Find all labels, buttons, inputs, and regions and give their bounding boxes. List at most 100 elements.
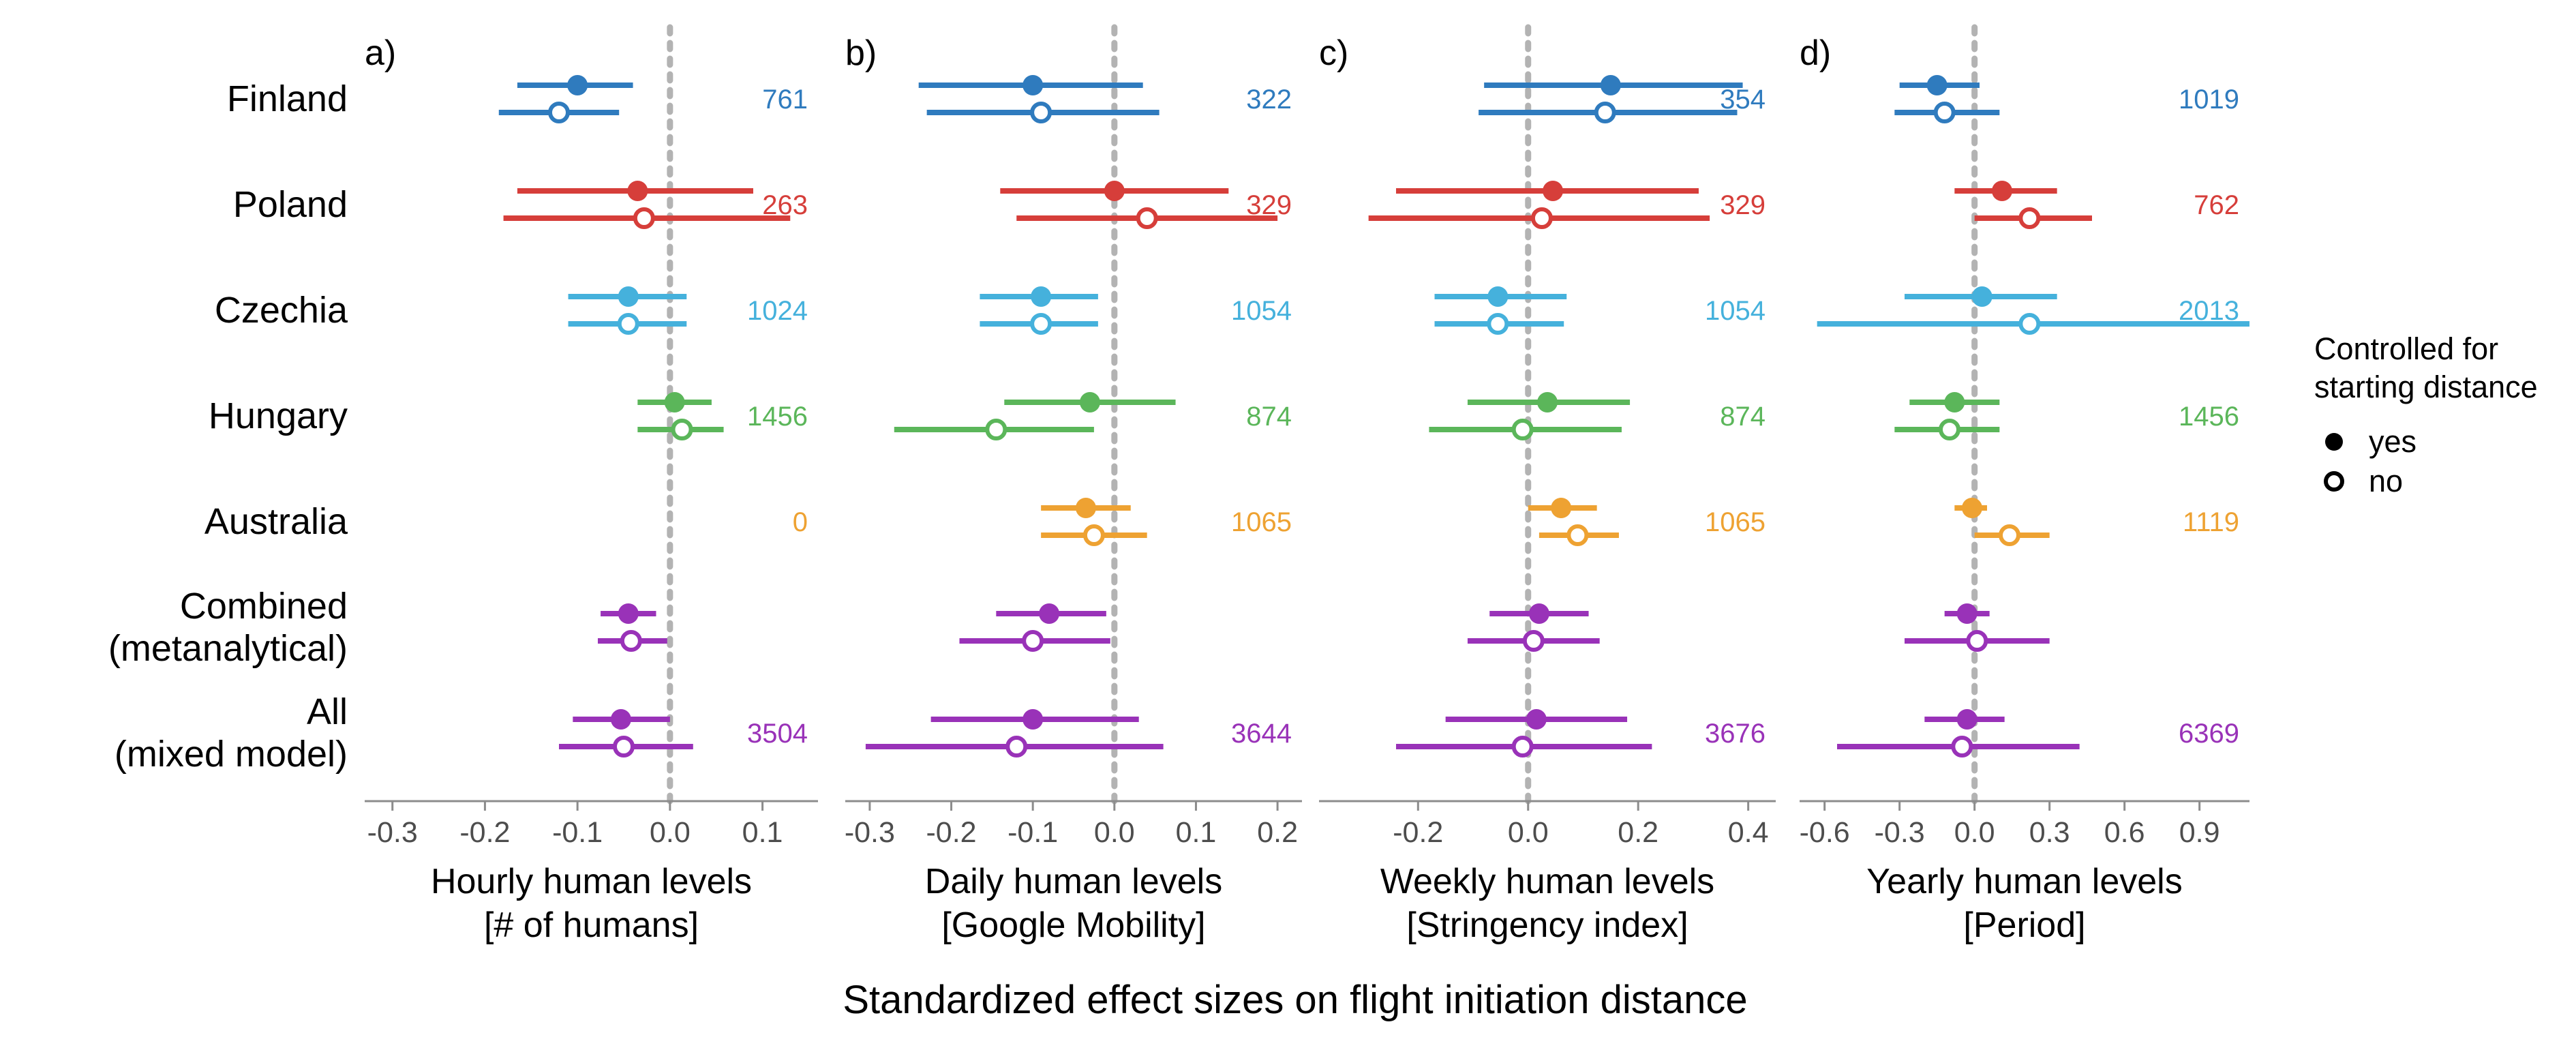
x-axis-label-1-1: [Google Mobility] (941, 905, 1205, 945)
point-0-2-no (617, 313, 639, 335)
x-tick-label-2-1: 0.0 (1508, 816, 1549, 849)
point-3-2-yes (1971, 286, 1992, 307)
point-0-2-yes (618, 286, 639, 307)
row-label-5-0: Combined (180, 586, 348, 627)
point-3-1-yes (1992, 181, 2012, 201)
point-2-2-no (1487, 313, 1509, 335)
point-0-1-no (633, 207, 655, 229)
sample-size-3-3: 1456 (2179, 402, 2239, 432)
panels: a) -0.3 -0.2 -0.1 0.0 0.1 Hourly human levels [… (365, 24, 2249, 945)
point-2-1-yes (1543, 181, 1564, 201)
point-2-0-yes (1600, 75, 1621, 95)
row-label-2-0: Czechia (215, 290, 348, 331)
point-1-4-yes (1075, 498, 1096, 518)
sample-size-0-3: 1456 (747, 402, 808, 432)
point-1-2-no (1030, 313, 1052, 335)
sample-size-2-1: 329 (1720, 190, 1766, 220)
x-tick-label-2-0: -0.2 (1393, 816, 1443, 849)
point-0-5-no (620, 630, 642, 652)
legend-title-line-2: starting distance (2314, 370, 2538, 404)
x-axis-label-3-0: Yearly human levels (1866, 862, 2182, 901)
x-tick-label-1-3: 0.0 (1094, 816, 1135, 849)
row-label-6-0: All (307, 691, 348, 732)
row-label-4-0: Australia (204, 501, 348, 542)
point-0-3-no (671, 419, 693, 440)
point-2-1-no (1530, 207, 1553, 229)
point-1-0-yes (1022, 75, 1044, 95)
sample-size-0-4: 0 (793, 507, 808, 537)
panel-1: b) -0.3 -0.2 -0.1 0.0 0.1 0.2 Daily human level… (845, 24, 1302, 945)
sample-size-3-2: 2013 (2179, 296, 2239, 326)
point-1-1-yes (1104, 181, 1125, 201)
sample-size-3-4: 1119 (2183, 507, 2239, 537)
x-axis-label-2-1: [Stringency index] (1406, 905, 1688, 945)
panel-tag-1: b) (845, 33, 877, 73)
point-1-1-no (1136, 207, 1158, 229)
panel-tag-2: c) (1319, 33, 1348, 73)
point-2-4-no (1566, 524, 1589, 546)
point-2-6-yes (1526, 709, 1547, 730)
point-0-6-no (613, 736, 635, 758)
point-2-3-no (1511, 419, 1534, 440)
sample-size-3-6: 6369 (2179, 719, 2239, 749)
point-0-0-yes (567, 75, 588, 95)
point-1-5-yes (1039, 603, 1060, 624)
x-tick-label-3-1: -0.3 (1875, 816, 1925, 849)
point-1-3-no (985, 419, 1007, 440)
sample-size-0-2: 1024 (747, 296, 808, 326)
point-2-0-no (1594, 102, 1616, 123)
point-2-4-yes (1551, 498, 1572, 518)
point-3-3-yes (1944, 392, 1965, 412)
point-0-6-yes (610, 709, 631, 730)
sample-size-1-3: 874 (1246, 402, 1292, 432)
sample-size-0-6: 3504 (747, 719, 808, 749)
panel-tag-0: a) (365, 33, 396, 73)
point-3-0-no (1933, 102, 1956, 123)
x-tick-label-3-0: -0.6 (1800, 816, 1850, 849)
sample-size-1-4: 1065 (1231, 507, 1292, 537)
row-label-6-1: (mixed model) (115, 734, 348, 775)
point-1-6-yes (1022, 709, 1044, 730)
point-3-4-yes (1962, 498, 1982, 518)
point-2-3-yes (1537, 392, 1558, 412)
panel-tag-3: d) (1800, 33, 1831, 73)
legend: Controlled for starting distance yes no (2314, 331, 2538, 498)
sample-size-2-3: 874 (1720, 402, 1766, 432)
sample-size-2-2: 1054 (1705, 296, 1766, 326)
panel-0: a) -0.3 -0.2 -0.1 0.0 0.1 Hourly human levels [… (365, 24, 818, 945)
row-label-0-0: Finland (227, 78, 348, 119)
x-tick-label-0-1: -0.2 (459, 816, 510, 849)
point-2-5-no (1522, 630, 1545, 652)
sample-size-2-0: 354 (1720, 85, 1766, 115)
sample-size-1-0: 322 (1246, 85, 1292, 115)
x-tick-label-1-2: -0.1 (1007, 816, 1058, 849)
legend-no-label: no (2369, 464, 2403, 498)
x-tick-label-3-4: 0.6 (2104, 816, 2145, 849)
legend-title-line-1: Controlled for (2314, 331, 2498, 366)
x-tick-label-2-2: 0.2 (1618, 816, 1658, 849)
x-tick-label-1-0: -0.3 (845, 816, 895, 849)
point-3-1-no (2018, 207, 2041, 229)
x-axis-label-0-0: Hourly human levels (431, 862, 752, 901)
x-tick-label-2-3: 0.4 (1728, 816, 1769, 849)
x-axis-label-0-1: [# of humans] (484, 905, 699, 945)
x-tick-label-0-3: 0.0 (650, 816, 691, 849)
point-3-6-no (1951, 736, 1973, 758)
point-3-2-no (2018, 313, 2041, 335)
x-tick-label-3-3: 0.3 (2029, 816, 2070, 849)
sample-size-3-0: 1019 (2179, 85, 2239, 115)
point-3-5-yes (1956, 603, 1978, 624)
point-2-5-yes (1528, 603, 1549, 624)
row-label-3-0: Hungary (209, 395, 348, 436)
point-3-6-yes (1956, 709, 1978, 730)
row-labels: Finland Poland Czechia Hungary Australia Comb… (108, 78, 348, 775)
x-tick-label-0-4: 0.1 (742, 816, 783, 849)
point-0-1-yes (627, 181, 648, 201)
point-2-2-yes (1487, 286, 1509, 307)
point-1-0-no (1030, 102, 1052, 123)
sample-size-1-6: 3644 (1231, 719, 1292, 749)
figure-title: Standardized effect sizes on flight init… (843, 978, 1747, 1022)
sample-size-0-0: 761 (762, 85, 808, 115)
